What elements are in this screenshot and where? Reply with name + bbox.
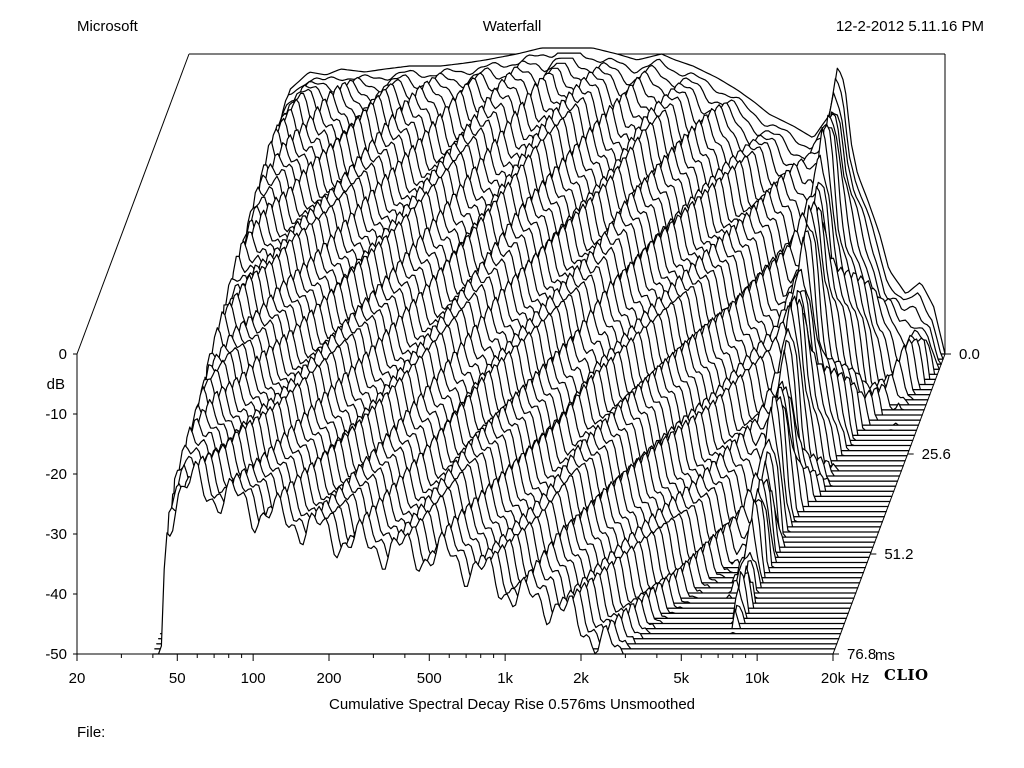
- x-tick-label: 20k: [821, 670, 846, 687]
- x-tick-label: 500: [417, 670, 442, 687]
- z-tick-label: 51.2: [884, 546, 913, 563]
- time-axis-line: [832, 353, 946, 655]
- x-tick-label: 5k: [673, 670, 689, 687]
- x-tick-label: 10k: [745, 670, 770, 687]
- x-tick-label: 1k: [497, 670, 513, 687]
- axis-labels: 20 50 100 200 500 1k 2k 5k 10k 20k Hz 0 -10 -20 -30 -40…: [45, 346, 980, 687]
- decay-slices: [152, 47, 946, 655]
- y-tick-label: -10: [45, 406, 67, 423]
- z-tick-label: 25.6: [922, 446, 951, 463]
- x-tick-label: 50: [169, 670, 186, 687]
- header-timestamp: 12-2-2012 5.11.16 PM: [835, 18, 984, 35]
- y-tick-label: -30: [45, 526, 67, 543]
- z-axis-unit: ms: [875, 647, 895, 664]
- clio-logo: CLIO: [884, 666, 929, 684]
- y-tick-label: -40: [45, 586, 67, 603]
- chart-title: Waterfall: [482, 18, 542, 35]
- x-tick-label: 20: [69, 670, 86, 687]
- x-tick-label: 200: [316, 670, 341, 687]
- z-tick-label: 0.0: [959, 346, 980, 363]
- x-axis-unit: Hz: [851, 670, 869, 687]
- y-axis-unit: dB: [47, 376, 65, 393]
- chart-subtitle: Cumulative Spectral Decay Rise 0.576ms U…: [329, 696, 695, 713]
- y-tick-label: -20: [45, 466, 67, 483]
- y-tick-label: -50: [45, 646, 67, 663]
- x-tick-label: 2k: [573, 670, 589, 687]
- left-depth-edge: [76, 53, 190, 355]
- z-tick-label: 76.8: [847, 646, 876, 663]
- y-tick-label: 0: [59, 346, 67, 363]
- header-app-name: Microsoft: [77, 18, 138, 35]
- x-tick-label: 100: [241, 670, 266, 687]
- file-label: File:: [77, 724, 106, 741]
